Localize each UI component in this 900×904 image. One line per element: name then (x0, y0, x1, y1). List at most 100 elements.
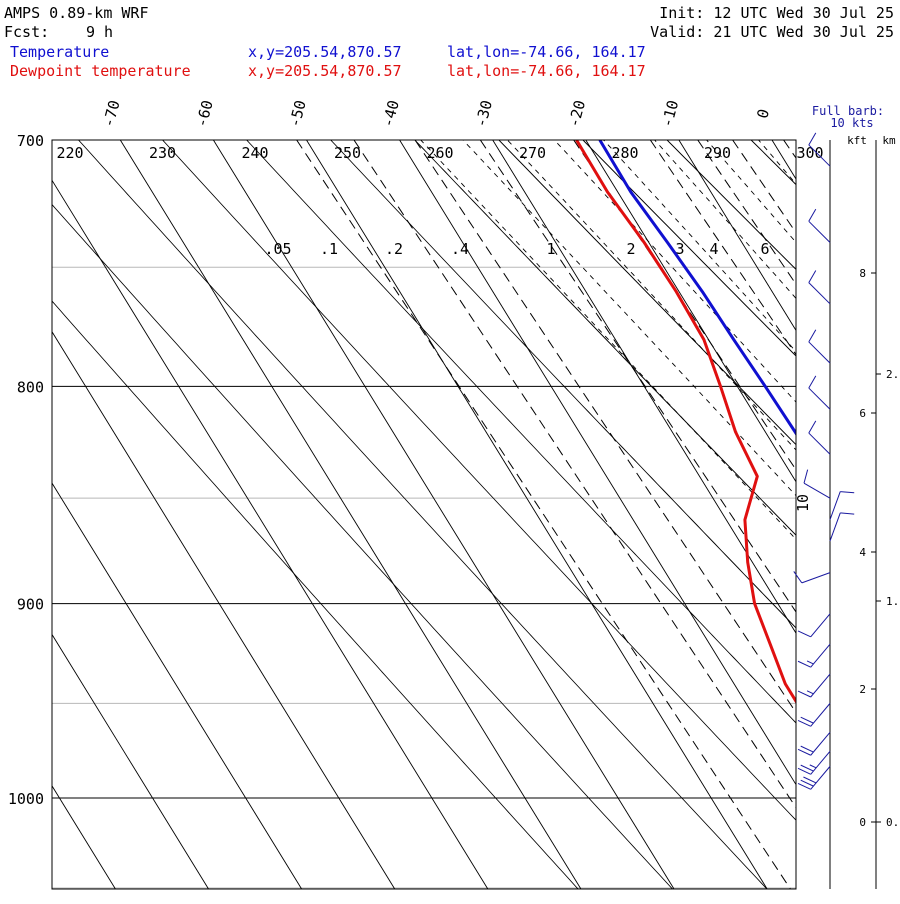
barb-shaft (809, 433, 830, 454)
kft-tick-label: 8 (859, 267, 866, 280)
isotherm (0, 140, 22, 889)
wind-barb (830, 513, 854, 541)
barb-shaft (809, 342, 830, 363)
barb-shaft (802, 573, 830, 583)
isotherm (0, 140, 302, 889)
barb-speed-label: 10 (794, 494, 812, 512)
temperature-tick-label: 0 (753, 107, 773, 120)
barb-shaft (811, 703, 830, 726)
barb-flag (807, 691, 813, 694)
temperature-tick-label: -30 (472, 98, 496, 129)
barb-shaft (811, 644, 830, 667)
mixing-ratio-line (698, 140, 900, 889)
moist-adiabat (736, 114, 900, 889)
isotherm (865, 140, 900, 889)
wind-barb (809, 421, 830, 454)
isotherm (0, 140, 115, 889)
kft-tick-label: 4 (859, 546, 866, 559)
temperature-xy: x,y=205.54,870.57 (248, 43, 402, 61)
wind-barb (809, 376, 830, 409)
barb-shaft (809, 221, 830, 242)
dry-adiabat (657, 130, 900, 898)
theta-label: 290 (704, 144, 731, 162)
kft-header: kft (847, 134, 867, 147)
temperature-profile (600, 140, 900, 766)
dewpoint-latlon: lat,lon=-74.66, 164.17 (447, 62, 646, 80)
barb-shaft (811, 732, 830, 755)
fcst-value: 9 h (86, 23, 113, 41)
wind-barb (798, 644, 830, 667)
wind-barb (794, 571, 830, 582)
barb-shaft (809, 283, 830, 304)
mixing-ratio-label: .05 (264, 240, 291, 258)
dewpoint-profile (577, 140, 900, 766)
barb-flag (840, 492, 854, 493)
barb-shaft (830, 492, 840, 520)
barb-shaft (809, 388, 830, 409)
km-tick-label: 2. (886, 368, 899, 381)
temperature-legend: Temperature (10, 43, 109, 61)
temperature-tick-label: -60 (192, 98, 216, 129)
wind-barb (798, 614, 830, 637)
wind-barb (809, 330, 830, 363)
wind-barb (809, 209, 830, 242)
temperature-tick-label: -10 (658, 98, 682, 129)
wind-barb (798, 674, 830, 697)
mixing-ratio-label: 4 (709, 240, 718, 258)
km-tick-label: 0. (886, 816, 899, 829)
isotherm (27, 140, 488, 889)
barb-shaft (830, 513, 840, 541)
temperature-tick-label: -40 (379, 98, 403, 129)
pressure-tick-label: 900 (17, 596, 44, 614)
kft-tick-label: 6 (859, 407, 866, 420)
mixing-ratio-line (415, 140, 900, 889)
mixing-ratio-line (733, 140, 900, 889)
theta-label: 220 (56, 144, 83, 162)
pressure-tick-label: 1000 (8, 790, 44, 808)
moist-adiabat (886, 114, 900, 889)
init-time: Init: 12 UTC Wed 30 Jul 25 (659, 4, 894, 22)
mixing-ratio-label: .4 (451, 240, 469, 258)
theta-label: 250 (334, 144, 361, 162)
barb-legend-line2: 10 kts (830, 116, 873, 130)
moist-adiabat (579, 114, 900, 889)
mixing-ratio-label: 6 (760, 240, 769, 258)
temperature-latlon: lat,lon=-74.66, 164.17 (447, 43, 646, 61)
mixing-ratio-label: .1 (320, 240, 338, 258)
wind-barb (830, 492, 854, 520)
dewpoint-xy: x,y=205.54,870.57 (248, 62, 402, 80)
barb-flag (840, 513, 854, 514)
barb-flag (804, 470, 808, 484)
theta-label: 270 (519, 144, 546, 162)
wind-barb (809, 270, 830, 303)
pressure-tick-label: 700 (17, 132, 44, 150)
temperature-tick-label: -20 (565, 98, 589, 129)
km-header: km (882, 134, 896, 147)
barb-shaft (811, 751, 830, 774)
mixing-ratio-line (876, 140, 900, 889)
barb-flag (809, 209, 816, 221)
moist-adiabat (438, 114, 900, 889)
theta-label: 260 (426, 144, 453, 162)
isotherm (307, 140, 768, 889)
model-title: AMPS 0.89-km WRF (4, 4, 149, 22)
temperature-tick-label: -50 (285, 98, 309, 129)
mixing-ratio-label: .2 (385, 240, 403, 258)
theta-label: 240 (241, 144, 268, 162)
mixing-ratio-line (574, 140, 900, 889)
barb-flag (794, 571, 802, 582)
valid-time: Valid: 21 UTC Wed 30 Jul 25 (650, 23, 894, 41)
moist-adiabat (683, 114, 900, 889)
dry-adiabat (321, 130, 900, 898)
theta-label: 230 (149, 144, 176, 162)
barb-flag (809, 330, 816, 342)
moist-adiabat (838, 114, 900, 889)
barb-flag (798, 631, 811, 637)
km-tick-label: 1. (886, 595, 899, 608)
barb-flag (807, 661, 813, 664)
dry-adiabat (0, 130, 681, 898)
barb-shaft (811, 766, 830, 789)
mixing-ratio-line (784, 140, 900, 889)
wind-barb (798, 703, 830, 726)
